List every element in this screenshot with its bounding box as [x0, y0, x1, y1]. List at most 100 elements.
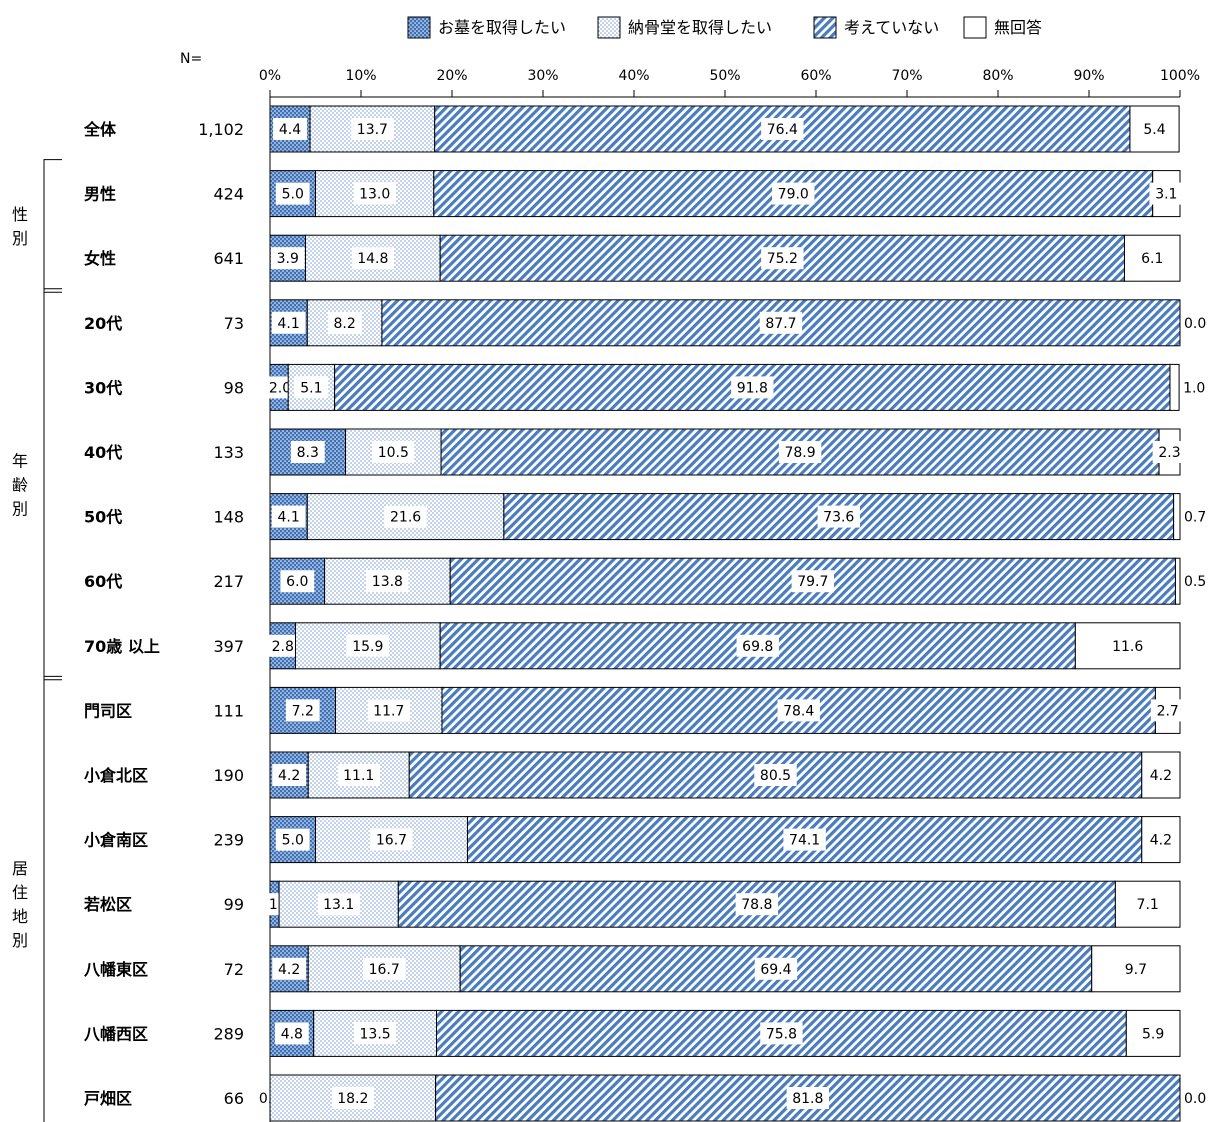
data-label-bg	[736, 634, 779, 657]
row-n: 217	[213, 572, 244, 591]
data-label-bg	[1106, 634, 1149, 657]
bar-row: 30代 98 2.0 5.1 91.8 1.0	[84, 363, 1205, 411]
data-label: 11.1	[343, 768, 374, 784]
data-label-bg	[1150, 699, 1185, 722]
data-label-bg	[270, 247, 305, 270]
data-label: 91.8	[737, 380, 768, 396]
data-label-bg	[817, 505, 860, 528]
row-n: 73	[224, 314, 244, 333]
row-n: 239	[213, 831, 244, 850]
row-n: 641	[213, 249, 244, 268]
data-label-bg	[366, 570, 409, 593]
bar-row: 40代 133 8.3 10.5 78.9 2.3	[84, 428, 1187, 476]
data-label: 5.1	[300, 380, 322, 396]
data-label-bg	[1143, 764, 1178, 786]
legend-label: 考えていない	[844, 18, 939, 37]
data-label: 21.6	[390, 510, 421, 526]
bracket-line	[43, 159, 62, 293]
data-label-bg	[351, 247, 395, 270]
x-tick-label: 100%	[1160, 68, 1200, 84]
row-n: 190	[213, 766, 244, 785]
data-label-bg	[370, 828, 413, 851]
bar-segment	[269, 686, 337, 734]
legend-item: 納骨堂を取得したい	[597, 16, 772, 39]
data-label: 4.4	[279, 122, 301, 138]
row-n: 111	[213, 701, 244, 720]
data-label-bg	[346, 634, 390, 657]
data-label: 4.1	[278, 510, 300, 526]
data-label: 7.1	[1137, 897, 1159, 913]
row-label: 全体	[83, 120, 117, 139]
row-label: 八幡西区	[83, 1024, 148, 1043]
data-label: 4.2	[278, 962, 300, 978]
bar-segment	[269, 428, 347, 476]
x-tick-label: 10%	[345, 68, 376, 84]
row-label: 40代	[84, 443, 122, 462]
data-label-bg	[777, 699, 820, 722]
data-label: 13.5	[360, 1026, 391, 1042]
data-label-bg	[731, 376, 774, 399]
bar-row: 戸畑区660.018.281.80.0	[84, 1074, 1206, 1122]
data-label-bg	[786, 1087, 830, 1109]
data-label: 8.3	[297, 445, 319, 461]
legend-swatch	[813, 16, 837, 39]
x-tick-label: 20%	[436, 68, 467, 84]
bar-row: 小倉南区 239 5.0 16.7 74.1 4.2	[84, 816, 1181, 864]
data-label: 16.7	[369, 962, 400, 978]
data-label-bg	[274, 1022, 309, 1045]
data-label: 4.2	[278, 768, 300, 784]
data-label: 8.2	[333, 316, 355, 332]
data-label-bg	[337, 764, 380, 786]
data-label: 13.0	[359, 187, 390, 203]
data-label-bg	[1135, 247, 1170, 270]
data-label: 3.9	[277, 251, 299, 267]
data-label: 5.0	[282, 187, 304, 203]
data-label: 16.7	[376, 833, 407, 849]
data-label-bg	[778, 441, 822, 463]
data-label: 0.0	[1184, 316, 1206, 332]
data-label: 10.5	[378, 445, 409, 461]
row-n: 289	[213, 1024, 244, 1043]
data-label-bg	[761, 247, 804, 270]
legend-item: 考えていない	[813, 16, 939, 39]
row-label: 八幡東区	[83, 960, 148, 979]
bar-row: 20代 73 4.1 8.2 87.7 0.0	[84, 299, 1206, 347]
x-tick-label: 50%	[709, 68, 740, 84]
data-label-bg	[1136, 1022, 1171, 1045]
data-label-bg	[275, 828, 310, 851]
data-label-bg	[759, 311, 803, 334]
x-tick-label: 40%	[618, 68, 649, 84]
data-label-bg	[285, 699, 320, 722]
bracket-line	[43, 675, 62, 1122]
bar-row: 70歳 以上 397 2.8 15.9 69.8 11.6	[84, 622, 1181, 670]
data-label: 76.4	[767, 122, 798, 138]
data-label: 13.7	[357, 122, 388, 138]
bar-row: 男性 424 5.0 13.0 79.0 3.1	[84, 170, 1184, 218]
data-label-bg	[1152, 441, 1187, 463]
data-label-bg	[384, 505, 427, 528]
data-label-bg	[1137, 118, 1172, 140]
data-label: 2.8	[272, 639, 294, 655]
data-label-bg	[760, 1022, 803, 1045]
bar-row: 全体 1,102 4.4 13.7 76.4 5.4	[83, 105, 1180, 153]
bar-row: 50代 148 4.1 21.6 73.6 0.7	[84, 493, 1206, 541]
row-n: 99	[224, 895, 244, 914]
data-label: 80.5	[760, 768, 791, 784]
legend-label: 納骨堂を取得したい	[628, 18, 772, 37]
group-label: 性別	[12, 205, 28, 248]
bar-segment	[1173, 493, 1181, 541]
bar-row: 八幡東区 72 4.2 16.7 69.4 9.7	[83, 945, 1181, 993]
data-label-bg	[772, 182, 815, 205]
data-label: 73.6	[823, 510, 854, 526]
x-axis: N= 0% 10% 20% 30% 40% 50% 60% 70% 80% 90% 100%	[180, 51, 1200, 1122]
data-label: 4.2	[1150, 768, 1172, 784]
legend: お墓を取得したい 納骨堂を取得したい 考えていない 無回答	[407, 16, 1042, 39]
data-label: 13.8	[372, 574, 403, 590]
x-tick-label: 0%	[259, 68, 281, 84]
data-label-bg	[280, 570, 315, 593]
data-label: 9.7	[1125, 962, 1147, 978]
data-label-bg	[353, 1022, 397, 1045]
row-label: 60代	[84, 572, 122, 591]
